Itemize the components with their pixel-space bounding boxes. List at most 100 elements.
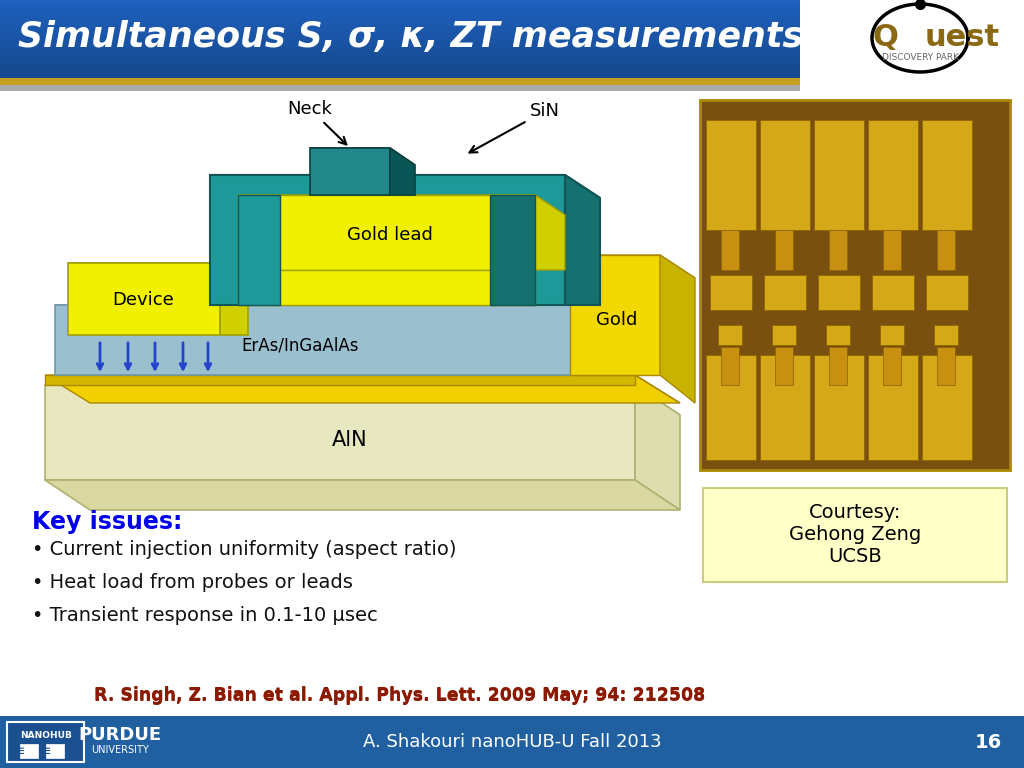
Bar [0, 16, 800, 17]
Bar [0, 32, 800, 33]
Bar [0, 8, 800, 9]
Bar [0, 13, 800, 14]
Bar [706, 355, 756, 460]
Bar [0, 58, 800, 59]
Text: • Heat load from probes or leads: • Heat load from probes or leads [32, 573, 353, 592]
Bar [0, 41, 800, 42]
Bar [0, 35, 800, 36]
Bar [0, 12, 800, 13]
Bar [700, 100, 1010, 470]
Bar [0, 29, 800, 30]
Bar [0, 85, 800, 91]
Bar [706, 120, 756, 230]
Text: Q: Q [872, 24, 898, 52]
Bar [0, 11, 800, 12]
Bar [0, 21, 800, 22]
Text: R. Singh, Z. Bian et al. Appl. Phys. Lett. 2009 May; 94: 212508: R. Singh, Z. Bian et al. Appl. Phys. Let… [94, 686, 706, 704]
Bar [760, 120, 810, 230]
Bar [926, 275, 968, 310]
Bar [0, 48, 800, 49]
Bar [764, 275, 806, 310]
Bar [721, 230, 739, 270]
Bar [0, 76, 800, 77]
Bar [0, 5, 800, 6]
Bar [0, 36, 800, 37]
Bar [0, 19, 800, 20]
Bar [0, 74, 800, 75]
Bar [814, 120, 864, 230]
Bar [0, 22, 800, 23]
Bar [818, 275, 860, 310]
Bar [0, 37, 800, 38]
Text: uest: uest [925, 24, 1000, 52]
Bar [0, 59, 800, 60]
Bar [0, 57, 800, 58]
Bar [0, 75, 800, 76]
Bar [0, 10, 800, 11]
Polygon shape [490, 195, 535, 305]
Bar [0, 17, 800, 18]
Bar [0, 60, 800, 61]
Bar [0, 52, 800, 53]
Bar [0, 67, 800, 68]
Polygon shape [45, 385, 680, 415]
Polygon shape [68, 263, 248, 283]
Bar [0, 45, 800, 46]
Bar [0, 6, 800, 7]
Bar [20, 744, 38, 758]
Polygon shape [570, 255, 695, 278]
Bar [934, 325, 958, 345]
FancyBboxPatch shape [703, 488, 1007, 582]
Polygon shape [45, 480, 680, 510]
Bar [0, 55, 800, 56]
Bar [0, 26, 800, 27]
Polygon shape [565, 175, 600, 305]
Bar [775, 347, 793, 385]
Bar [0, 49, 800, 50]
Bar [0, 56, 800, 57]
Text: R. Singh, Z. Bian et al. Appl. Phys. Lett. 2009 May; 94: 212508: R. Singh, Z. Bian et al. Appl. Phys. Let… [94, 687, 706, 705]
Bar [0, 38, 800, 39]
Polygon shape [660, 255, 695, 403]
Bar [0, 47, 800, 48]
Polygon shape [635, 385, 680, 510]
Polygon shape [45, 385, 635, 480]
Text: Device: Device [112, 291, 174, 309]
Bar [0, 716, 1024, 768]
Text: PURDUE: PURDUE [79, 726, 162, 744]
Bar [0, 66, 800, 67]
Bar [883, 230, 901, 270]
Text: ≡: ≡ [14, 744, 26, 757]
Bar [0, 65, 800, 66]
Bar [0, 42, 800, 43]
Bar [0, 3, 800, 4]
Bar [0, 53, 800, 54]
Bar [872, 275, 914, 310]
Text: A. Shakouri nanoHUB-U Fall 2013: A. Shakouri nanoHUB-U Fall 2013 [362, 733, 662, 751]
Polygon shape [590, 305, 630, 375]
Polygon shape [238, 195, 535, 270]
Bar [0, 44, 800, 45]
Bar [721, 347, 739, 385]
Bar [922, 355, 972, 460]
Bar [772, 325, 796, 345]
Bar [0, 77, 800, 78]
Bar [0, 4, 800, 5]
Bar [0, 40, 800, 41]
Polygon shape [220, 263, 248, 335]
Text: Neck: Neck [288, 100, 346, 144]
Bar [0, 28, 800, 29]
Text: DISCOVERY PARK: DISCOVERY PARK [882, 54, 958, 62]
Text: SiN: SiN [469, 102, 560, 153]
Bar [0, 71, 800, 72]
Bar [0, 72, 800, 73]
Text: Key issues:: Key issues: [32, 510, 182, 534]
Bar [0, 70, 800, 71]
Bar [0, 24, 800, 25]
Polygon shape [310, 148, 390, 195]
Text: • Current injection uniformity (aspect ratio): • Current injection uniformity (aspect r… [32, 540, 457, 559]
Bar [0, 30, 800, 31]
Polygon shape [635, 375, 680, 403]
Polygon shape [310, 148, 415, 165]
Bar [0, 14, 800, 15]
